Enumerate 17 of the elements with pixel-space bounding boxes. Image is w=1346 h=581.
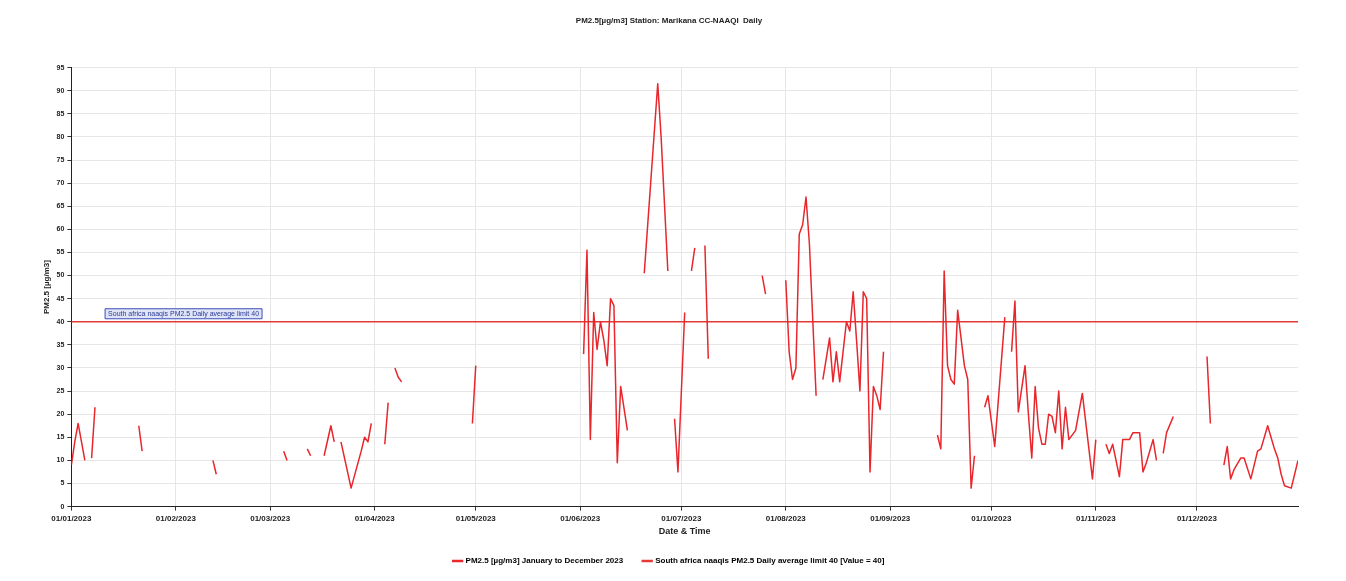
x-tick-label: 01/05/2023	[455, 513, 497, 523]
x-tick-label: 01/10/2023	[971, 513, 1012, 523]
x-axis-title: Date & Time	[658, 526, 711, 537]
legend-label: PM2.5 [µg/m3] January to December 2023	[465, 556, 624, 566]
x-tick-label: 01/01/2023	[51, 513, 92, 523]
x-tick-label: 01/07/2023	[661, 513, 702, 523]
x-tick-label: 01/03/2023	[250, 513, 291, 523]
chart-title: PM2.5[µg/m3] Station: Marikana CC-NAAQI Daily	[575, 16, 763, 25]
x-tick-label: 01/11/2023	[1076, 513, 1117, 523]
y-axis-title: PM2.5 [µg/m3]	[42, 259, 51, 315]
x-tick-label: 01/12/2023	[1176, 513, 1218, 523]
x-tick-label: 01/02/2023	[155, 513, 197, 523]
legend-label: South africa naaqis PM2.5 Daily average limit 40 [Value = 40]	[655, 556, 885, 566]
x-tick-label: 01/08/2023	[765, 513, 807, 523]
x-tick-label: 01/09/2023	[870, 513, 911, 523]
x-tick-label: 01/06/2023	[560, 513, 601, 523]
x-tick-label: 01/04/2023	[354, 513, 396, 523]
